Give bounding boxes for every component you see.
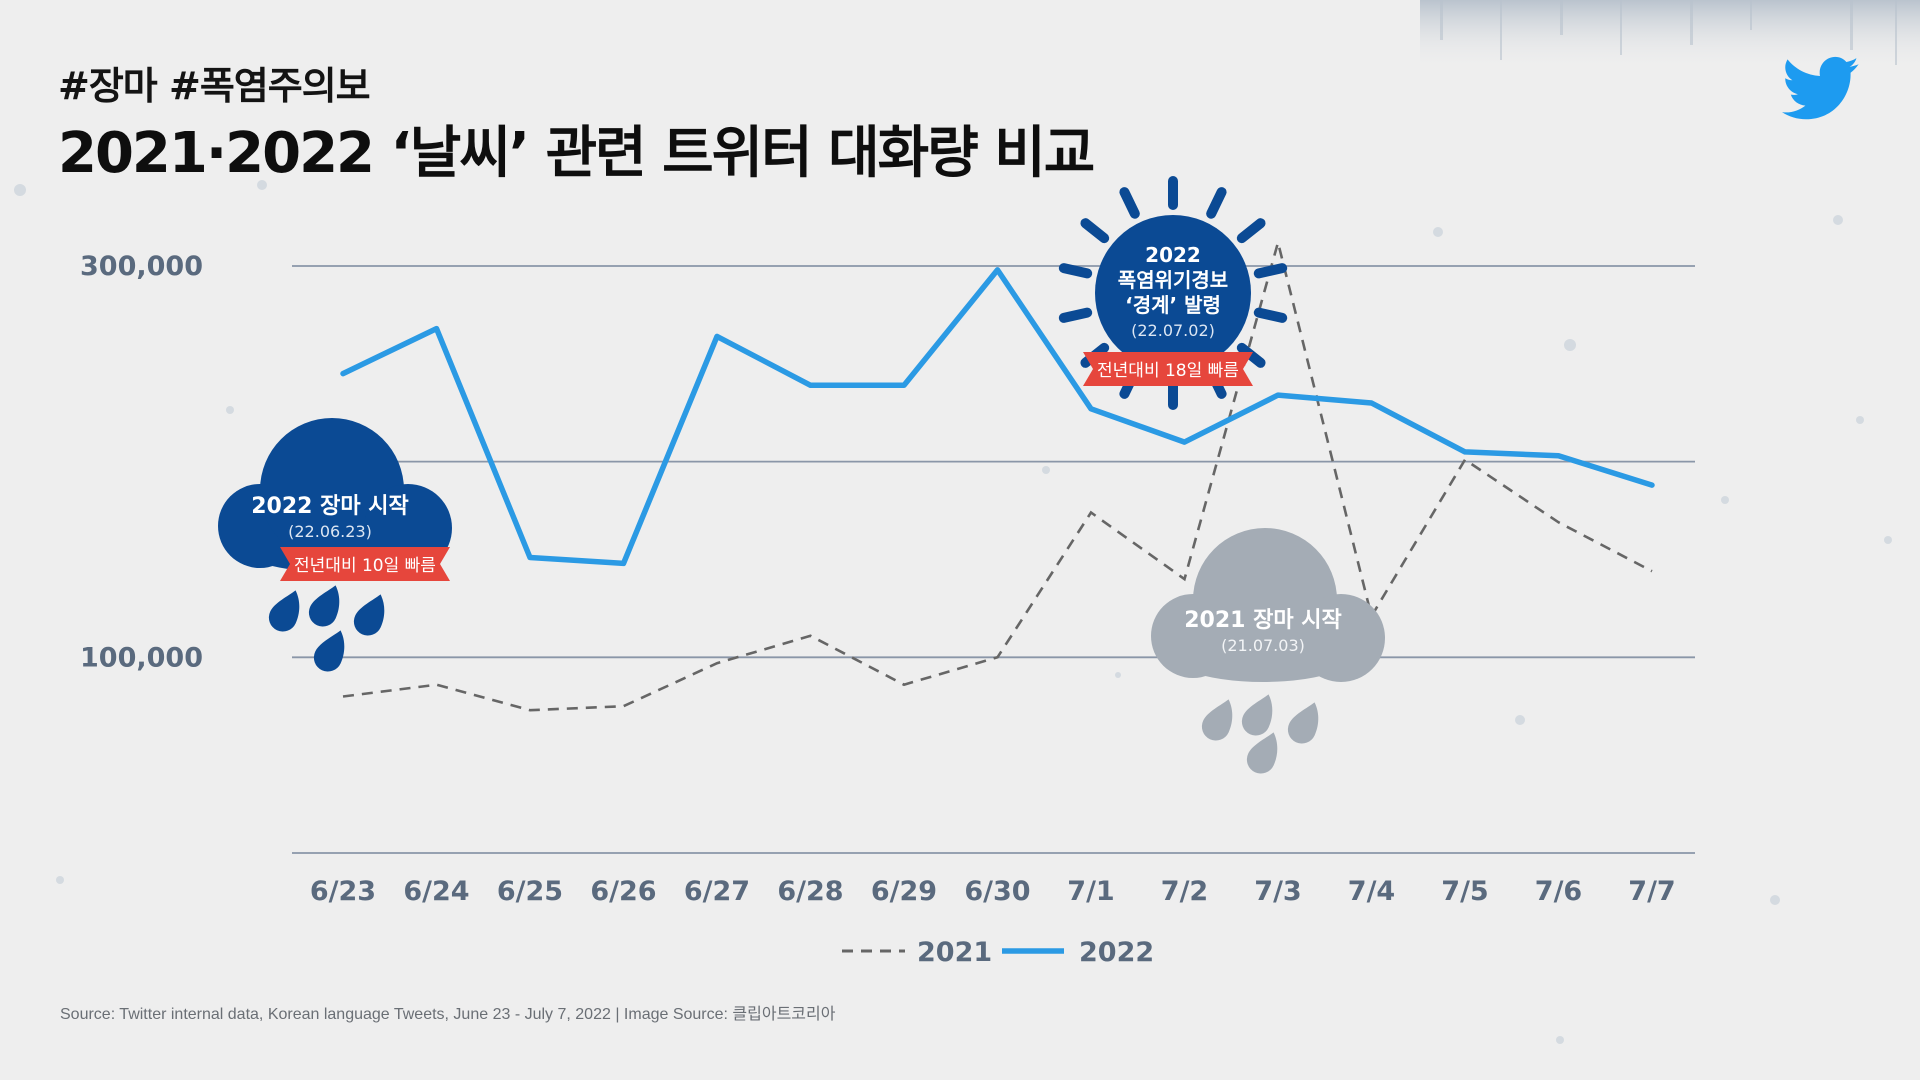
annotation-ribbon: 전년대비 10일 빠름 bbox=[280, 547, 450, 581]
series-line-2021 bbox=[342, 237, 1653, 712]
sun-ray bbox=[1058, 263, 1093, 279]
x-tick-label: 6/26 bbox=[590, 876, 656, 907]
source-note: Source: Twitter internal data, Korean la… bbox=[60, 1006, 836, 1023]
annotation-title: 2021 장마 시작 bbox=[1184, 608, 1342, 633]
sun-ray bbox=[1206, 187, 1227, 219]
x-tick-label: 6/30 bbox=[964, 876, 1030, 907]
sun-icon bbox=[1095, 215, 1251, 371]
sun-ray bbox=[1119, 187, 1140, 219]
sun-ray bbox=[1236, 218, 1266, 244]
legend-label-2022: 2022 bbox=[1079, 937, 1154, 968]
x-tick-label: 6/28 bbox=[777, 876, 843, 907]
gridlines bbox=[292, 265, 1695, 854]
x-tick-label: 7/5 bbox=[1441, 876, 1488, 907]
x-tick-label: 7/2 bbox=[1161, 876, 1208, 907]
rain-drop bbox=[313, 630, 345, 672]
sun-ray bbox=[1253, 307, 1288, 323]
annotation-date: (21.07.03) bbox=[1221, 636, 1305, 655]
rain-drop bbox=[1287, 702, 1319, 744]
annotation-monsoon-2021: 2021 장마 시작 (21.07.03) bbox=[1151, 528, 1385, 774]
x-tick-label: 7/7 bbox=[1628, 876, 1675, 907]
page-title: 2021·2022 ‘날씨’ 관련 트위터 대화량 비교 bbox=[58, 121, 1095, 186]
ribbon-text: 전년대비 18일 빠름 bbox=[1097, 361, 1239, 381]
hashtags: #장마 #폭염주의보 bbox=[58, 64, 371, 108]
rain-drop bbox=[268, 590, 300, 632]
y-tick-label: 300,000 bbox=[80, 251, 203, 282]
sun-ray bbox=[1080, 218, 1110, 244]
annotation-date: (22.06.23) bbox=[288, 522, 372, 541]
legend: 2021 2022 bbox=[842, 937, 1154, 968]
rain-drop bbox=[308, 585, 340, 627]
series-line-2022 bbox=[340, 267, 1655, 567]
sun-ray bbox=[1236, 342, 1266, 368]
annotation-monsoon-2022: 2022 장마 시작 (22.06.23) 전년대비 10일 빠름 bbox=[218, 418, 452, 672]
sun-ray bbox=[1253, 263, 1288, 279]
x-tick-label: 7/1 bbox=[1067, 876, 1114, 907]
rain-drop bbox=[1201, 699, 1233, 741]
rain-cloud-icon bbox=[1151, 528, 1385, 682]
x-tick-label: 7/6 bbox=[1535, 876, 1582, 907]
rain-drop bbox=[1246, 732, 1278, 774]
annotation-title: ‘경계’ 발령 bbox=[1125, 293, 1221, 317]
twitter-bird-icon bbox=[1782, 56, 1859, 120]
x-tick-label: 6/23 bbox=[310, 876, 376, 907]
annotation-title: 2022 bbox=[1145, 243, 1201, 267]
annotation-title: 폭염위기경보 bbox=[1118, 268, 1228, 292]
x-tick-label: 6/25 bbox=[497, 876, 563, 907]
rain-drop bbox=[1241, 694, 1273, 736]
x-tick-label: 6/24 bbox=[403, 876, 469, 907]
sun-ray bbox=[1058, 307, 1093, 323]
x-tick-label: 7/4 bbox=[1348, 876, 1395, 907]
ribbon-text: 전년대비 10일 빠름 bbox=[294, 556, 436, 576]
annotation-ribbon: 전년대비 18일 빠름 bbox=[1083, 352, 1253, 386]
x-tick-label: 7/3 bbox=[1254, 876, 1301, 907]
annotation-title: 2022 장마 시작 bbox=[251, 494, 409, 519]
rain-drop bbox=[353, 594, 385, 636]
x-tick-label: 6/27 bbox=[684, 876, 750, 907]
y-tick-label: 100,000 bbox=[80, 642, 203, 673]
legend-label-2021: 2021 bbox=[917, 937, 992, 968]
x-tick-label: 6/29 bbox=[871, 876, 937, 907]
annotation-date: (22.07.02) bbox=[1131, 321, 1215, 340]
